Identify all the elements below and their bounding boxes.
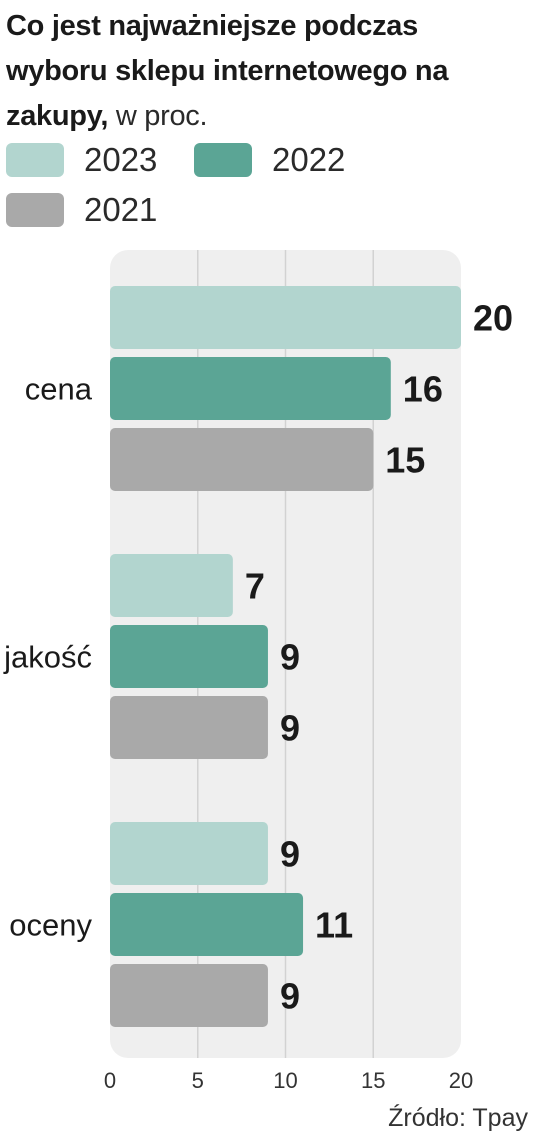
x-tick-label: 15: [361, 1068, 385, 1093]
data-label: 9: [280, 708, 300, 749]
x-tick-label: 0: [104, 1068, 116, 1093]
data-label: 9: [280, 637, 300, 678]
x-tick-label: 10: [273, 1068, 297, 1093]
data-label: 9: [280, 834, 300, 875]
data-label: 9: [280, 976, 300, 1017]
bar: [110, 286, 461, 349]
source-note: Źródło: Tpay: [388, 1104, 528, 1132]
legend-label-2023: 2023: [84, 141, 158, 178]
legend-item-2021: 2021: [6, 191, 176, 229]
data-label: 16: [403, 369, 443, 410]
legend-item-2023: 2023: [6, 141, 176, 179]
chart-title: Co jest najważniejsze podczas wyboru skl…: [6, 4, 526, 139]
data-label: 20: [473, 298, 513, 339]
bar: [110, 357, 391, 420]
category-label: oceny: [9, 908, 92, 943]
bar: [110, 822, 268, 885]
bar: [110, 893, 304, 956]
legend-item-2022: 2022: [194, 141, 364, 179]
x-tick-label: 20: [449, 1068, 473, 1093]
legend-label-2021: 2021: [84, 191, 158, 228]
category-label: jakość: [3, 640, 92, 675]
data-label: 11: [315, 905, 353, 946]
bar: [110, 625, 268, 688]
data-label: 15: [385, 440, 425, 481]
bar: [110, 554, 233, 617]
category-label: cena: [25, 372, 93, 407]
bar: [110, 428, 374, 491]
legend-swatch-2022: [194, 143, 252, 177]
bar: [110, 696, 268, 759]
title-bold: Co jest najważniejsze podczas wyboru skl…: [6, 10, 449, 132]
legend-label-2022: 2022: [272, 141, 346, 178]
data-label: 7: [245, 566, 265, 607]
bar: [110, 964, 268, 1027]
title-unit: w proc.: [108, 100, 208, 132]
x-tick-label: 5: [192, 1068, 204, 1093]
legend-swatch-2023: [6, 143, 64, 177]
legend-swatch-2021: [6, 193, 64, 227]
